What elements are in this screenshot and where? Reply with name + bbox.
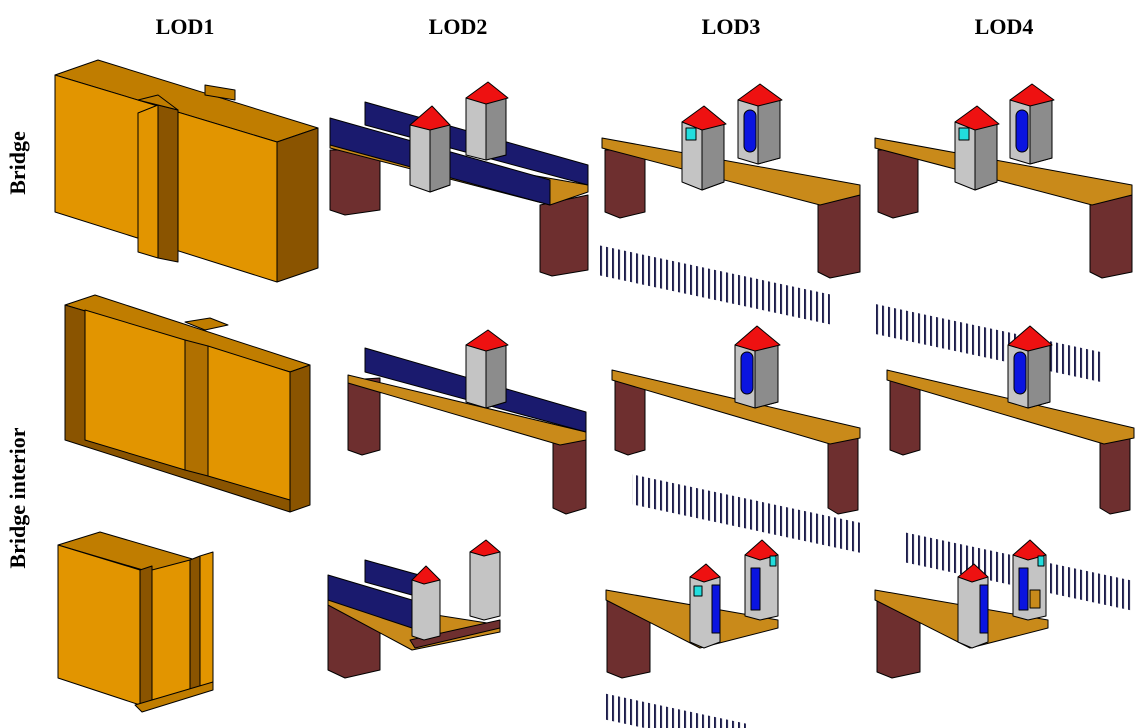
bridge-lod3-model — [600, 83, 861, 325]
bridge-lod2-model — [329, 81, 589, 277]
bridge-section-lod2-model — [327, 539, 501, 679]
column-header-lod4: LOD4 — [974, 14, 1034, 39]
column-header-lod3: LOD3 — [701, 14, 761, 39]
bridge-section-lod3-model — [605, 539, 779, 728]
bridge-section-lod4-model — [874, 539, 1049, 679]
bridge-interior-lod2-model — [347, 329, 587, 515]
bridge-interior-lod3-model — [611, 325, 861, 553]
bridge-section-lod1-model — [57, 531, 214, 713]
column-header-lod2: LOD2 — [428, 14, 488, 39]
bridge-interior-lod1-model — [64, 294, 311, 513]
bridge-lod4-model — [873, 83, 1133, 383]
bridge-lod1-model — [54, 59, 319, 283]
column-header-lod1: LOD1 — [155, 14, 215, 39]
